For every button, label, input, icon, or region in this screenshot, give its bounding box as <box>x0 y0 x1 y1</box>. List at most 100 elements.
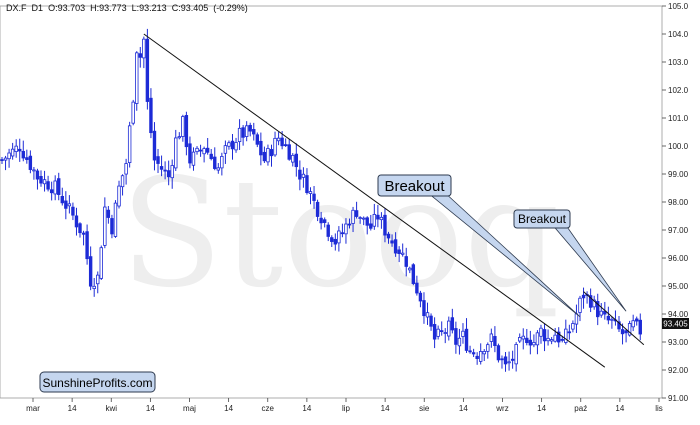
high-value: H:93.773 <box>90 3 127 13</box>
candle-body <box>252 129 256 135</box>
interval-label: D1 <box>31 3 44 13</box>
y-tick-label: 92.00 <box>668 366 689 375</box>
candle-body <box>142 38 146 59</box>
candle-body <box>163 169 167 172</box>
candle-body <box>588 295 593 308</box>
candle-body <box>106 209 111 218</box>
trendline <box>583 291 645 346</box>
candle-body <box>376 214 380 220</box>
x-tick-label: 14 <box>146 404 155 413</box>
candle-body <box>624 330 628 334</box>
x-tick-label: 14 <box>381 404 390 413</box>
candle-body <box>450 317 455 331</box>
date-axis: mar 14 kwi 14 maj 14 cze 14 lip 14 sie 14 wrz 14 paź 14… <box>26 398 663 413</box>
candle-body <box>223 145 228 154</box>
candle-body <box>273 137 277 156</box>
candle-body <box>592 299 596 308</box>
candle-body <box>124 163 128 175</box>
candle-body <box>74 215 79 228</box>
candle-body <box>408 267 412 271</box>
candle-body <box>135 52 139 104</box>
candle-body <box>64 200 68 209</box>
candle-body <box>599 310 603 316</box>
candle-body <box>88 256 93 287</box>
candle-body <box>216 167 221 171</box>
candle-body <box>567 331 572 334</box>
candle-body <box>489 333 494 342</box>
y-tick-label: 102.0 <box>668 86 689 95</box>
y-tick-label: 101.0 <box>668 114 689 123</box>
low-value: L:93.213 <box>131 3 167 13</box>
callout-label: Breakout <box>518 212 567 226</box>
candle-body <box>425 312 430 318</box>
candle-body <box>617 321 621 330</box>
candle-body <box>315 201 320 217</box>
breakout-callout: Breakout <box>377 174 581 318</box>
candle-body <box>205 147 210 153</box>
candle-body <box>560 338 564 341</box>
open-value: O:93.703 <box>48 3 86 13</box>
candle-body <box>10 148 15 157</box>
candle-body <box>103 206 107 246</box>
candle-body <box>539 327 543 337</box>
candle-body <box>404 256 408 267</box>
candle-body <box>177 136 181 139</box>
candle-body <box>635 318 639 322</box>
candle-body <box>393 239 398 254</box>
x-tick-label: kwi <box>105 404 117 413</box>
candle-body <box>447 320 451 337</box>
candle-body <box>92 285 96 289</box>
candle-body <box>71 206 75 216</box>
candle-body <box>330 237 334 242</box>
candle-body <box>287 144 291 160</box>
candle-body <box>85 231 89 260</box>
candle-body <box>606 315 611 321</box>
candle-body <box>468 350 472 353</box>
candle-body <box>500 358 504 361</box>
candle-body <box>149 97 153 134</box>
candle-body <box>578 297 582 313</box>
candle-body <box>390 240 394 244</box>
candle-body <box>564 328 568 343</box>
x-tick-label: maj <box>183 404 196 413</box>
candle-body <box>234 142 238 151</box>
candle-body <box>493 336 497 346</box>
candle-body <box>156 156 160 164</box>
candle-body <box>127 125 132 163</box>
candle-body <box>464 328 469 351</box>
candle-body <box>528 339 533 346</box>
y-tick-label: 99.00 <box>668 170 689 179</box>
candle-body <box>319 217 323 224</box>
y-tick-label: 93.00 <box>668 338 689 347</box>
candle-body <box>610 318 614 321</box>
candle-body <box>195 147 199 153</box>
close-value: C:93.405 <box>171 3 209 13</box>
candle-body <box>35 170 40 180</box>
candle-body <box>369 223 373 229</box>
y-tick-label: 103.0 <box>668 58 689 67</box>
candle-body <box>42 179 47 185</box>
candle-body <box>237 127 242 143</box>
breakout-callout: Breakout <box>513 209 627 312</box>
candle-body <box>532 342 536 346</box>
chart-header: DX.F D1 O:93.703 H:93.773 L:93.213 C:93.… <box>6 3 248 13</box>
x-tick-label: 14 <box>224 404 233 413</box>
y-tick-label: 91.00 <box>668 394 689 403</box>
trendline <box>143 33 606 368</box>
candle-body <box>291 154 295 163</box>
x-tick-label: 14 <box>68 404 77 413</box>
candle-body <box>202 148 206 155</box>
candle-body <box>574 313 579 325</box>
candle-body <box>280 137 284 147</box>
candle-body <box>471 352 476 355</box>
candle-body <box>18 148 22 152</box>
candle-body <box>28 155 33 170</box>
candle-body <box>549 339 554 342</box>
candle-body <box>39 175 43 184</box>
candle-body <box>326 224 330 237</box>
candle-body <box>117 185 121 207</box>
candle-body <box>99 247 103 279</box>
candle-body <box>227 142 231 147</box>
candle-body <box>301 173 306 178</box>
